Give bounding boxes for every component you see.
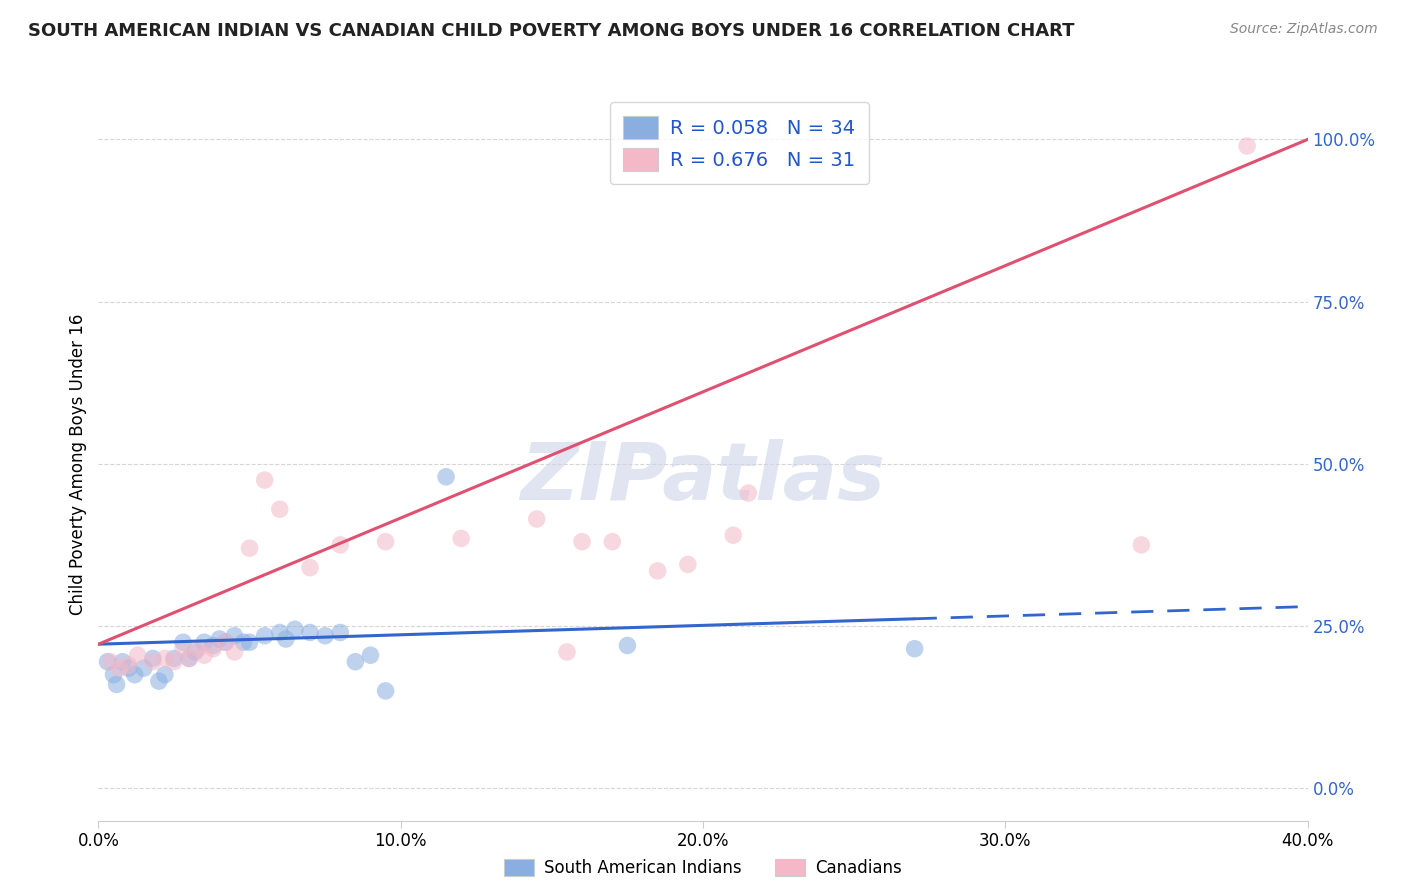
Point: [647, 564, 669, 578]
Point: [329, 538, 352, 552]
Point: [274, 632, 297, 646]
Point: [105, 677, 128, 691]
Point: [103, 667, 125, 681]
Text: ZIPatlas: ZIPatlas: [520, 439, 886, 517]
Point: [434, 470, 457, 484]
Point: [571, 534, 593, 549]
Point: [555, 645, 578, 659]
Point: [124, 667, 146, 681]
Point: [118, 657, 141, 672]
Point: [374, 534, 396, 549]
Point: [100, 655, 122, 669]
Point: [269, 625, 291, 640]
Point: [172, 641, 194, 656]
Legend: South American Indians, Canadians: South American Indians, Canadians: [498, 852, 908, 884]
Point: [299, 625, 322, 640]
Point: [202, 639, 225, 653]
Point: [142, 655, 165, 669]
Point: [187, 641, 209, 656]
Point: [232, 635, 254, 649]
Point: [450, 532, 472, 546]
Point: [148, 674, 170, 689]
Point: [616, 639, 638, 653]
Point: [239, 635, 262, 649]
Point: [111, 655, 134, 669]
Point: [224, 645, 246, 659]
Point: [179, 651, 201, 665]
Point: [127, 648, 149, 663]
Point: [374, 684, 396, 698]
Text: SOUTH AMERICAN INDIAN VS CANADIAN CHILD POVERTY AMONG BOYS UNDER 16 CORRELATION : SOUTH AMERICAN INDIAN VS CANADIAN CHILD …: [28, 22, 1074, 40]
Point: [142, 651, 165, 665]
Point: [723, 528, 745, 542]
Point: [253, 473, 276, 487]
Point: [314, 629, 336, 643]
Point: [193, 635, 215, 649]
Point: [179, 651, 201, 665]
Point: [526, 512, 548, 526]
Point: [208, 632, 231, 646]
Point: [118, 661, 141, 675]
Point: [269, 502, 291, 516]
Point: [132, 661, 155, 675]
Point: [602, 534, 624, 549]
Point: [214, 635, 236, 649]
Point: [737, 486, 759, 500]
Point: [239, 541, 262, 556]
Point: [214, 635, 236, 649]
Point: [184, 645, 207, 659]
Y-axis label: Child Poverty Among Boys Under 16: Child Poverty Among Boys Under 16: [69, 313, 87, 615]
Point: [193, 648, 215, 663]
Point: [360, 648, 382, 663]
Point: [202, 641, 225, 656]
Point: [253, 629, 276, 643]
Point: [163, 655, 186, 669]
Point: [344, 655, 367, 669]
Point: [153, 667, 176, 681]
Point: [299, 560, 322, 574]
Point: [1130, 538, 1153, 552]
Point: [108, 661, 131, 675]
Point: [329, 625, 352, 640]
Point: [224, 629, 246, 643]
Point: [163, 651, 186, 665]
Point: [284, 622, 307, 636]
Text: Source: ZipAtlas.com: Source: ZipAtlas.com: [1230, 22, 1378, 37]
Point: [1236, 139, 1258, 153]
Point: [676, 558, 699, 572]
Point: [904, 641, 927, 656]
Point: [172, 635, 194, 649]
Point: [153, 651, 176, 665]
Point: [96, 655, 118, 669]
